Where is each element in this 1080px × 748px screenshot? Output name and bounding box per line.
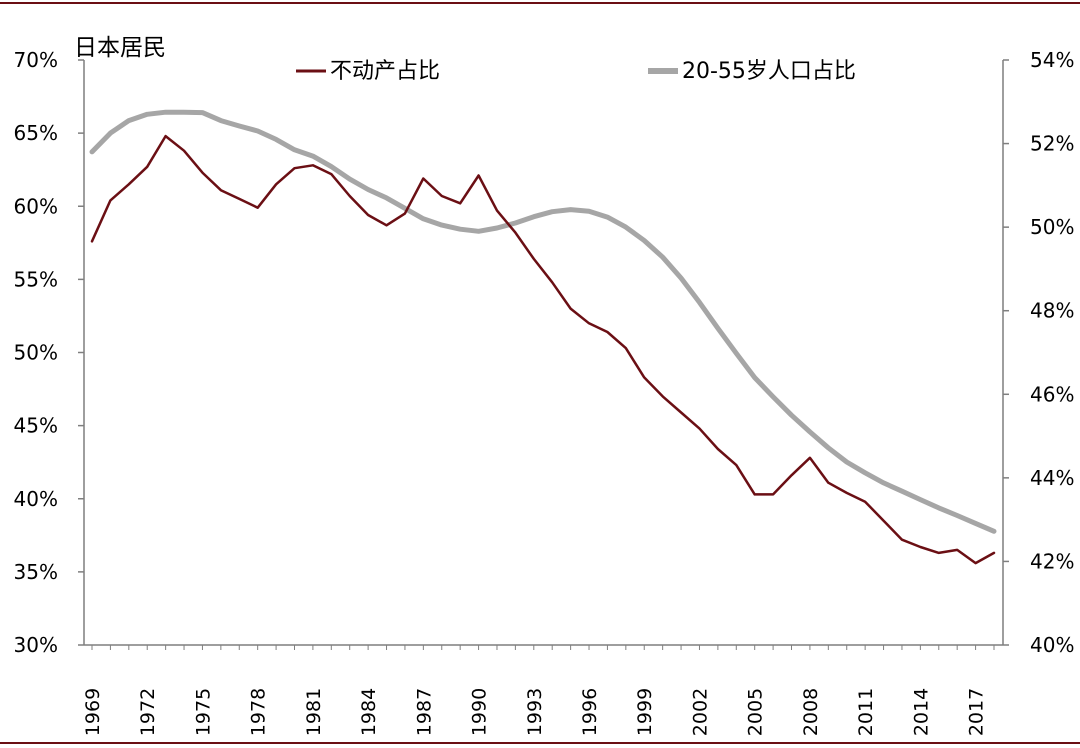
series-line-population xyxy=(89,109,997,534)
left-tick-label: 65% xyxy=(14,121,58,145)
x-axis-ticks: 1969 1972 1975 1978 1981 1984 1987 1990 1993 1996… xyxy=(82,645,995,736)
x-tick-label: 1978 xyxy=(248,688,270,736)
right-tick-label: 46% xyxy=(1030,382,1074,406)
left-tick-label: 30% xyxy=(14,633,58,657)
chart-title: 日本居民 xyxy=(74,35,166,61)
series-line-real-estate xyxy=(90,134,996,565)
right-tick-label: 52% xyxy=(1030,132,1074,156)
left-tick-label: 45% xyxy=(14,414,58,438)
left-tick-label: 35% xyxy=(14,560,58,584)
x-tick-label: 1990 xyxy=(469,688,491,736)
left-tick-label: 60% xyxy=(14,194,58,218)
legend-label-real-estate: 不动产占比 xyxy=(330,59,440,84)
left-tick-label: 55% xyxy=(14,267,58,291)
axes-group xyxy=(83,60,1004,646)
right-tick-label: 40% xyxy=(1030,633,1074,657)
x-tick-label: 1972 xyxy=(137,688,159,736)
x-tick-label: 2017 xyxy=(966,688,988,736)
x-tick-label: 1987 xyxy=(413,688,435,736)
x-tick-label: 1993 xyxy=(524,688,546,736)
series-lines xyxy=(89,109,997,565)
x-tick-label: 2002 xyxy=(689,688,711,736)
x-tick-label: 1975 xyxy=(192,688,214,736)
legend: 不动产占比 20-55岁人口占比 xyxy=(296,59,856,84)
x-tick-label: 2011 xyxy=(855,688,877,736)
right-axis-ticks: 40% 42% 44% 46% 48% 50% 52% 54% xyxy=(1003,48,1074,657)
top-border xyxy=(0,2,1080,4)
x-tick-label: 1999 xyxy=(634,688,656,736)
x-tick-label: 2008 xyxy=(800,688,822,736)
x-tick-label: 1984 xyxy=(358,688,380,736)
left-tick-label: 50% xyxy=(14,341,58,365)
x-tick-label: 1981 xyxy=(303,688,325,736)
x-tick-label: 2005 xyxy=(745,688,767,736)
left-axis-ticks: 30% 35% 40% 45% 50% 55% 60% 65% 70% xyxy=(14,48,84,657)
x-tick-label: 1996 xyxy=(579,688,601,736)
right-tick-label: 48% xyxy=(1030,299,1074,323)
right-tick-label: 54% xyxy=(1030,48,1074,72)
right-tick-label: 42% xyxy=(1030,549,1074,573)
left-tick-label: 70% xyxy=(14,48,58,72)
bottom-border xyxy=(0,742,1080,744)
right-tick-label: 50% xyxy=(1030,215,1074,239)
legend-label-population: 20-55岁人口占比 xyxy=(682,59,856,84)
left-tick-label: 40% xyxy=(14,487,58,511)
x-tick-label: 1969 xyxy=(82,688,104,736)
x-tick-label: 2014 xyxy=(910,688,932,736)
right-tick-label: 44% xyxy=(1030,466,1074,490)
